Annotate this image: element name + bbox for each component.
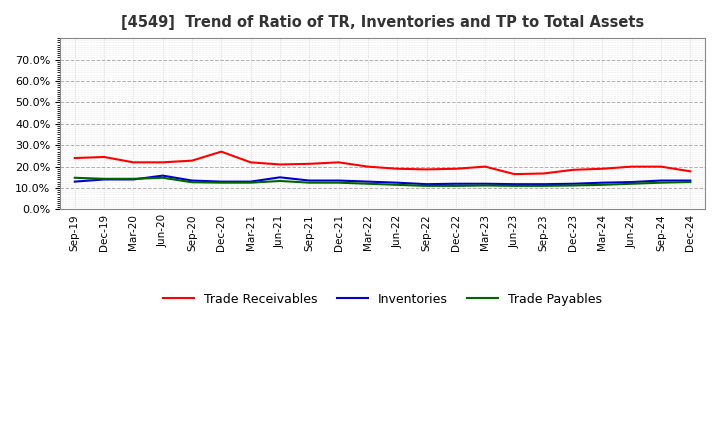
Inventories <box>100 177 109 182</box>
Trade Receivables <box>510 172 519 177</box>
Trade Receivables <box>364 164 372 169</box>
Inventories <box>539 182 548 187</box>
Trade Payables <box>686 180 695 185</box>
Inventories <box>481 181 490 187</box>
Inventories <box>305 178 314 183</box>
Inventories <box>364 179 372 184</box>
Trade Payables <box>246 180 255 185</box>
Trade Payables <box>481 183 490 188</box>
Inventories <box>598 180 607 185</box>
Trade Receivables <box>598 166 607 172</box>
Inventories <box>217 179 225 184</box>
Trade Receivables <box>305 161 314 166</box>
Line: Trade Receivables: Trade Receivables <box>75 152 690 174</box>
Inventories <box>627 180 636 185</box>
Inventories <box>158 173 167 178</box>
Trade Receivables <box>100 154 109 160</box>
Trade Payables <box>569 183 577 188</box>
Trade Payables <box>100 176 109 181</box>
Trade Payables <box>188 180 197 185</box>
Trade Payables <box>657 180 665 185</box>
Trade Payables <box>217 180 225 185</box>
Legend: Trade Receivables, Inventories, Trade Payables: Trade Receivables, Inventories, Trade Pa… <box>158 288 607 311</box>
Inventories <box>188 178 197 183</box>
Inventories <box>393 180 402 185</box>
Trade Payables <box>393 182 402 187</box>
Trade Receivables <box>451 166 460 172</box>
Trade Payables <box>71 175 79 180</box>
Inventories <box>71 179 79 184</box>
Trade Payables <box>539 183 548 188</box>
Trade Receivables <box>657 164 665 169</box>
Trade Payables <box>364 181 372 187</box>
Inventories <box>129 177 138 182</box>
Line: Trade Payables: Trade Payables <box>75 178 690 186</box>
Trade Payables <box>510 183 519 188</box>
Line: Inventories: Inventories <box>75 176 690 184</box>
Trade Payables <box>276 178 284 183</box>
Trade Payables <box>422 183 431 188</box>
Trade Receivables <box>481 164 490 169</box>
Trade Payables <box>305 180 314 185</box>
Trade Receivables <box>217 149 225 154</box>
Inventories <box>569 181 577 187</box>
Trade Payables <box>451 183 460 188</box>
Inventories <box>334 178 343 183</box>
Trade Receivables <box>569 167 577 172</box>
Trade Receivables <box>686 169 695 174</box>
Inventories <box>422 182 431 187</box>
Trade Receivables <box>393 166 402 172</box>
Trade Receivables <box>246 160 255 165</box>
Inventories <box>451 181 460 187</box>
Inventories <box>510 182 519 187</box>
Trade Receivables <box>188 158 197 163</box>
Trade Receivables <box>158 160 167 165</box>
Trade Receivables <box>334 160 343 165</box>
Trade Payables <box>334 180 343 185</box>
Trade Payables <box>598 182 607 187</box>
Inventories <box>246 179 255 184</box>
Trade Receivables <box>276 162 284 167</box>
Trade Payables <box>129 176 138 181</box>
Title: [4549]  Trend of Ratio of TR, Inventories and TP to Total Assets: [4549] Trend of Ratio of TR, Inventories… <box>121 15 644 30</box>
Trade Receivables <box>539 171 548 176</box>
Trade Receivables <box>71 155 79 161</box>
Trade Payables <box>627 181 636 187</box>
Inventories <box>657 178 665 183</box>
Trade Payables <box>158 175 167 180</box>
Inventories <box>276 175 284 180</box>
Trade Receivables <box>422 167 431 172</box>
Trade Receivables <box>129 160 138 165</box>
Inventories <box>686 178 695 183</box>
Trade Receivables <box>627 164 636 169</box>
